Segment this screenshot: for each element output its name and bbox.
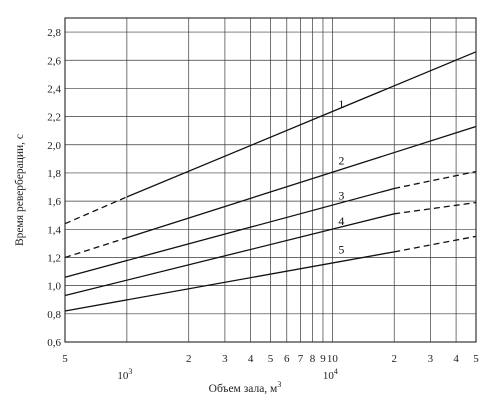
series-3-dashed-line — [394, 170, 477, 190]
grid — [64, 18, 477, 343]
decade-label: 104 — [323, 367, 338, 382]
series-group — [64, 51, 477, 312]
series-2-solid-line — [126, 125, 477, 239]
curve-labels: 1 2 3 4 5 — [338, 97, 344, 256]
y-tick-label: 1,6 — [47, 196, 61, 208]
y-tick-label: 1,4 — [47, 224, 61, 236]
curve-label-5: 5 — [338, 242, 344, 256]
x-tick-label: 2 — [391, 353, 397, 365]
x-tick-label: 4 — [248, 353, 254, 365]
x-tick-label: 5 — [268, 353, 274, 365]
y-tick-label: 0,8 — [47, 309, 61, 321]
series-5-dashed-line — [394, 235, 477, 253]
y-axis-label: Время реверберации, с — [14, 134, 26, 246]
x-tick-label: 3 — [428, 353, 434, 365]
y-tick-label: 0,6 — [47, 337, 61, 349]
x-tick-label: 10 — [327, 353, 339, 365]
series-1-dashed-line — [64, 196, 128, 225]
plot-frame — [64, 17, 477, 343]
curve-label-4: 4 — [338, 214, 344, 228]
x-tick-label: 5 — [62, 353, 68, 365]
y-tick-label: 2,6 — [47, 55, 61, 67]
y-tick-labels: 0,6 0,8 1,0 1,2 1,4 1,6 1,8 2,0 2,2 2,4 2,6 2,8 — [47, 27, 61, 349]
curve-label-3: 3 — [338, 189, 344, 203]
x-tick-label: 3 — [222, 353, 228, 365]
x-tick-label: 6 — [284, 353, 290, 365]
y-tick-label: 1,0 — [47, 281, 61, 293]
series-4-solid-line — [64, 213, 395, 297]
curve-label-2: 2 — [338, 154, 344, 168]
curve-label-1: 1 — [338, 97, 344, 111]
y-tick-label: 1,2 — [47, 252, 61, 264]
x-tick-labels: 5 2 3 4 5 6 7 8 9 10 2 3 4 5 — [62, 353, 479, 365]
y-tick-label: 1,8 — [47, 168, 61, 180]
y-tick-label: 2,0 — [47, 140, 61, 152]
series-4-dashed-line — [394, 201, 477, 215]
x-axis-label: Объем зала, м3 — [209, 380, 282, 395]
decade-label: 103 — [117, 367, 132, 382]
series-5-solid-line — [64, 251, 395, 312]
y-tick-label: 2,2 — [47, 112, 61, 124]
x-tick-label: 4 — [453, 353, 459, 365]
y-tick-label: 2,8 — [47, 27, 61, 39]
x-tick-label: 2 — [186, 353, 192, 365]
x-tick-label: 9 — [320, 353, 326, 365]
y-tick-label: 2,4 — [47, 83, 61, 95]
x-tick-label: 7 — [298, 353, 304, 365]
series-2-dashed-line — [64, 237, 128, 259]
series-1-solid-line — [126, 51, 477, 198]
x-tick-label: 8 — [310, 353, 316, 365]
decade-labels: 103 104 — [117, 367, 338, 382]
series-3-solid-line — [64, 187, 395, 278]
x-tick-label: 5 — [473, 353, 479, 365]
